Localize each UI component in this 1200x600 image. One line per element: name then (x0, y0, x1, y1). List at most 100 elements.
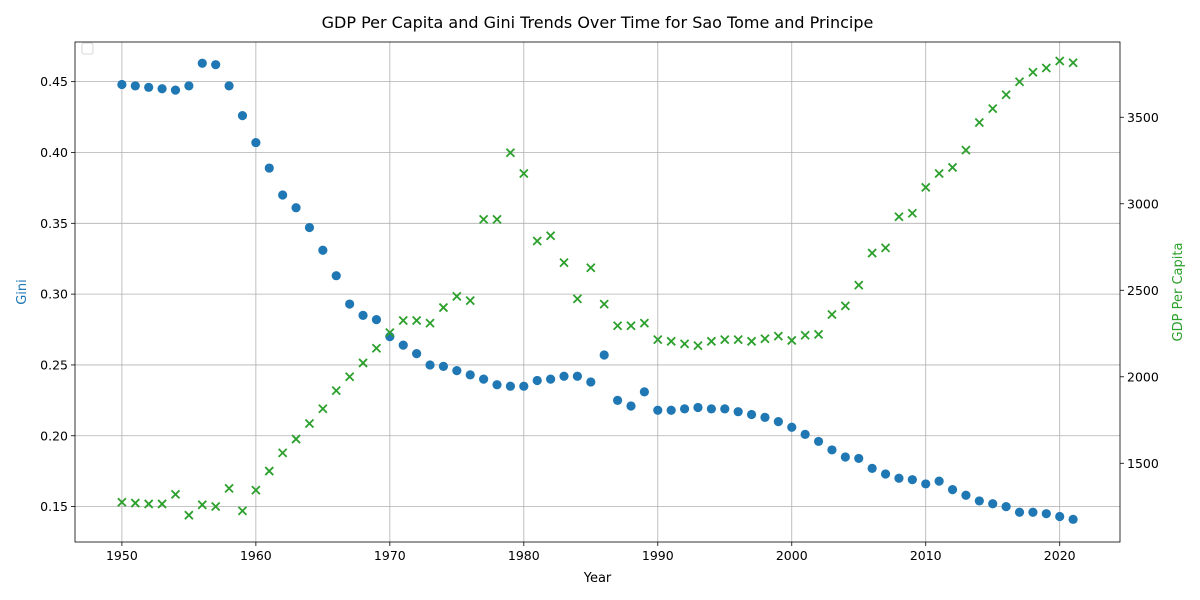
gini-point (184, 81, 194, 91)
y-axis-left-label: Gini (15, 279, 30, 305)
gdp-per-capita-point (358, 358, 368, 368)
gini-point (773, 417, 783, 427)
y-left-tick-label: 0.40 (40, 145, 68, 160)
gini-point (572, 371, 583, 381)
gdp-per-capita-point (519, 168, 529, 179)
gini-point (251, 137, 261, 148)
gini-point (1001, 501, 1011, 512)
gdp-per-capita-point (170, 489, 181, 500)
gdp-per-capita-point (894, 212, 904, 222)
gdp-per-capita-point (827, 309, 837, 320)
gini-point (304, 222, 315, 233)
gdp-per-capita-point (291, 434, 301, 444)
gdp-per-capita-point (907, 208, 917, 218)
gdp-per-capita-point (398, 315, 408, 326)
gdp-per-capita-point (492, 214, 502, 224)
gdp-per-capita-point (934, 168, 944, 179)
gdp-per-capita-point (559, 257, 569, 268)
gdp-per-capita-point (572, 294, 583, 304)
gdp-per-capita-point (278, 448, 288, 458)
gini-point (130, 81, 140, 91)
gini-point (639, 387, 649, 397)
gini-point (626, 401, 636, 411)
gdp-per-capita-point (385, 328, 395, 338)
gini-point (787, 422, 797, 432)
gdp-per-capita-point (197, 500, 207, 510)
gdp-per-capita-point (921, 182, 931, 192)
gini-point (412, 349, 422, 359)
gini-point (961, 490, 971, 500)
gdp-per-capita-point (612, 321, 623, 331)
gini-point (1028, 507, 1038, 517)
gini-point (706, 404, 716, 414)
x-tick-label: 2000 (776, 548, 808, 563)
gini-point (371, 315, 382, 325)
y-left-tick-label: 0.20 (40, 428, 68, 443)
gdp-per-capita-point (586, 263, 596, 273)
gdp-per-capita-point (264, 466, 274, 476)
gdp-per-capita-point (653, 334, 663, 345)
gini-point (947, 484, 958, 495)
x-tick-label: 1980 (508, 548, 540, 563)
gini-point (840, 452, 850, 462)
gini-point (612, 395, 623, 405)
gini-point (559, 371, 569, 381)
gdp-per-capita-point (157, 499, 167, 509)
gini-point (358, 310, 368, 320)
plot-frame (74, 41, 1121, 543)
gini-point (398, 340, 408, 350)
gdp-per-capita-point (117, 497, 127, 507)
gini-point (679, 404, 690, 414)
gdp-per-capita-point (746, 336, 757, 346)
gdp-per-capita-point (961, 145, 971, 155)
gdp-per-capita-point (813, 329, 824, 340)
gdp-per-capita-point (478, 214, 489, 224)
gdp-per-capita-point (679, 339, 690, 349)
gini-point (921, 479, 931, 489)
gini-point (733, 407, 743, 417)
gini-point (237, 111, 248, 121)
gini-point (117, 79, 127, 90)
gini-point (264, 163, 274, 173)
gini-point (907, 475, 917, 485)
y-axis-right-label: GDP Per Capita (1171, 243, 1186, 342)
gini-point (465, 370, 475, 380)
gdp-per-capita-point (639, 318, 650, 328)
gini-point (800, 429, 810, 439)
gini-point (211, 60, 221, 70)
gini-point (331, 271, 341, 281)
gini-point (1014, 507, 1025, 517)
gdp-per-capita-point (988, 103, 998, 114)
legend-box (81, 42, 94, 55)
y-right-tick-label: 2000 (1127, 369, 1159, 384)
gini-point (452, 366, 462, 376)
gini-point (438, 361, 449, 371)
x-tick-label: 2010 (910, 548, 942, 563)
gini-point (827, 445, 837, 455)
gini-point (854, 453, 864, 464)
gini-point (519, 381, 529, 391)
y-axis-right: 1500 2000 2500 3000 3500 (1120, 110, 1159, 471)
gini-point (479, 374, 489, 384)
gini-point (867, 463, 877, 473)
gini-point (693, 402, 703, 413)
gini-point (505, 381, 516, 391)
gdp-per-capita-point (974, 117, 984, 128)
gini-point (934, 476, 944, 486)
gini-point (345, 299, 355, 309)
x-tick-label: 1960 (240, 548, 272, 563)
gini-point (666, 405, 676, 415)
gdp-per-capita-point (251, 485, 261, 495)
x-tick-label: 1970 (374, 548, 406, 563)
gini-point (224, 81, 234, 91)
gdp-per-capita-point (1001, 90, 1011, 100)
gdp-per-capita-point (787, 335, 797, 346)
gini-point (546, 374, 556, 384)
gdp-per-capita-point (1041, 63, 1051, 73)
gini-point (1055, 511, 1065, 522)
gini-point (425, 360, 435, 370)
gdp-per-capita-point (880, 243, 891, 253)
gdp-per-capita-point (532, 236, 542, 246)
gini-point (760, 412, 770, 422)
